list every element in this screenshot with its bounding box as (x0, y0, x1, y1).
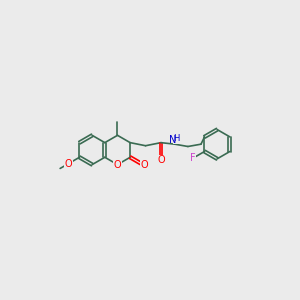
Text: N: N (169, 135, 176, 145)
Text: O: O (64, 159, 72, 169)
Text: O: O (157, 155, 165, 165)
Text: O: O (114, 160, 121, 170)
Text: O: O (140, 160, 148, 170)
Text: F: F (190, 153, 195, 164)
Text: H: H (173, 134, 179, 143)
